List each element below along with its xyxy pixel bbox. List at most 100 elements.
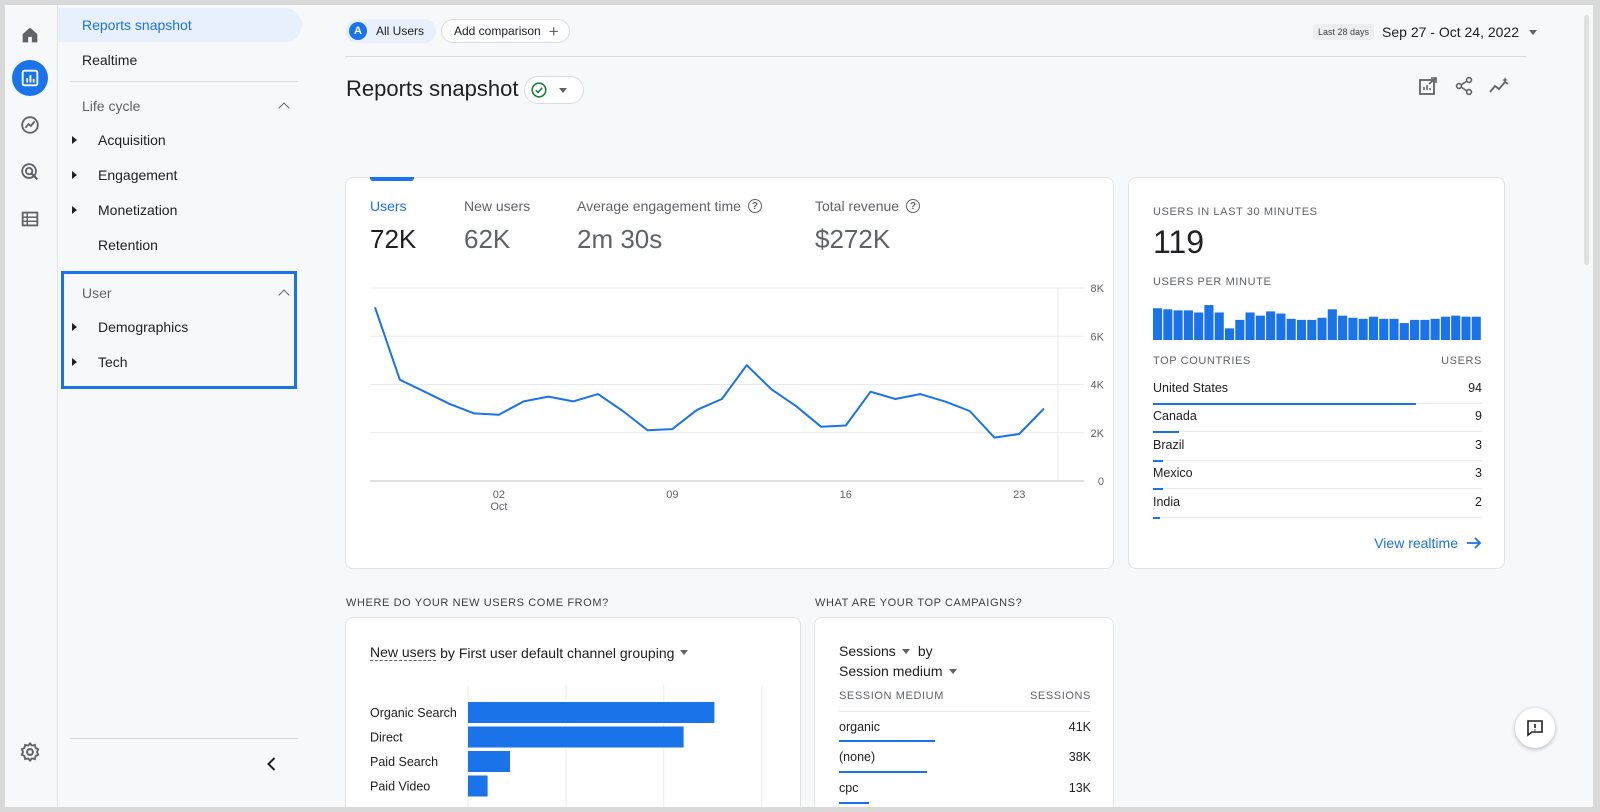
nav-realtime[interactable]: Realtime (82, 52, 138, 68)
nav-acquisition[interactable]: Acquisition (58, 123, 166, 157)
selected-metric-indicator (370, 177, 414, 181)
nav-monetization[interactable]: Monetization (58, 193, 177, 227)
country-name: United States (1153, 381, 1229, 395)
nav-group-lifecycle-label: Life cycle (82, 98, 141, 114)
realtime-users-label: USERS IN LAST 30 MINUTES (1153, 206, 1318, 218)
comparison-chip-all-users[interactable]: A All Users (345, 19, 437, 43)
campaign-metric-label: Sessions (839, 643, 896, 659)
chevron-down-icon (948, 668, 957, 674)
per-minute-bar (1420, 319, 1430, 340)
nav-demographics[interactable]: Demographics (58, 310, 188, 344)
metric-tab-total-revenue[interactable]: Total revenue? $272K (815, 198, 921, 255)
view-realtime-link[interactable]: View realtime (1374, 535, 1482, 551)
campaigns-card-title[interactable]: Sessions by (839, 643, 933, 659)
per-minute-bar (1451, 315, 1461, 340)
per-minute-bar (1307, 319, 1317, 340)
report-status-dropdown[interactable] (524, 76, 584, 104)
metric-value: 62K (464, 224, 511, 254)
metric-label: Average engagement time (577, 198, 741, 214)
configure-icon[interactable] (12, 201, 48, 237)
metric-tab-avg-engagement-time[interactable]: Average engagement time? 2m 30s (577, 198, 762, 255)
per-minute-bar (1286, 318, 1296, 340)
metric-tab-new-users[interactable]: New users 62K (464, 198, 530, 255)
expand-triangle-icon (72, 358, 77, 366)
per-minute-bar (1266, 311, 1276, 340)
country-users: 3 (1475, 466, 1482, 481)
per-minute-bar (1440, 316, 1450, 340)
country-name: Brazil (1153, 437, 1185, 452)
nav-engagement[interactable]: Engagement (58, 158, 177, 192)
per-minute-bar (1471, 316, 1481, 340)
nav-tech[interactable]: Tech (58, 345, 128, 379)
nav-group-user[interactable]: User (82, 278, 292, 308)
nav-item-label: Tech (98, 354, 128, 370)
add-comparison-button[interactable]: Add comparison + (441, 19, 570, 43)
overview-card: Users 72K New users 62K Average engageme… (345, 177, 1114, 569)
channel-card-title[interactable]: New users by First user default channel … (370, 644, 689, 661)
explore-icon[interactable] (12, 107, 48, 143)
country-share-bar (1153, 431, 1180, 434)
page-title: Reports snapshot (346, 76, 519, 101)
page-scrollbar[interactable] (1584, 15, 1589, 265)
session-medium-name: (none) (839, 750, 876, 764)
feedback-button[interactable] (1515, 708, 1555, 748)
nav-retention[interactable]: Retention (58, 228, 158, 262)
metric-value: 72K (370, 224, 417, 254)
x-tick-label: 02 (493, 489, 505, 501)
session-medium-column-label: SESSION MEDIUM (839, 690, 944, 702)
nav-item-label: Engagement (98, 167, 178, 183)
reports-icon[interactable] (12, 60, 48, 96)
help-icon[interactable]: ? (906, 199, 921, 213)
nav-group-lifecycle[interactable]: Life cycle (82, 91, 292, 121)
insights-icon[interactable] (1488, 75, 1510, 97)
per-minute-bar (1410, 319, 1420, 340)
session-share-bar (839, 802, 870, 804)
country-share-bar (1153, 403, 1417, 405)
campaign-row: organic 41K (839, 711, 1091, 742)
channel-bar (468, 726, 684, 748)
metric-value: $272K (815, 224, 891, 254)
channel-dimension-label: by First user default channel grouping (440, 644, 675, 661)
users-per-minute-label: USERS PER MINUTE (1153, 276, 1272, 288)
channel-bar (468, 751, 510, 772)
advertising-icon[interactable] (12, 154, 48, 190)
channel-label: Paid Video (370, 780, 430, 794)
session-count: 13K (1068, 781, 1091, 795)
date-range-picker[interactable]: Last 28 days Sep 27 - Oct 24, 2022 (1312, 24, 1537, 40)
customize-report-icon[interactable] (1417, 75, 1439, 97)
chevron-down-icon (901, 648, 910, 654)
top-campaigns-card: Sessions by Session medium SESSION MEDIU… (814, 617, 1114, 807)
new-users-section-label: WHERE DO YOUR NEW USERS COME FROM? (346, 597, 609, 609)
campaign-dimension-selector[interactable]: Session medium (839, 663, 957, 679)
date-range-text: Sep 27 - Oct 24, 2022 (1382, 24, 1519, 40)
nav-reports-snapshot[interactable]: Reports snapshot (58, 8, 302, 42)
collapse-nav-chevron-left-icon[interactable] (263, 755, 281, 773)
campaign-row: cpc 13K (839, 773, 1091, 804)
y-tick-label: 4K (1091, 380, 1105, 392)
country-row: India 2 (1153, 490, 1482, 519)
check-circle-icon (531, 82, 547, 98)
per-minute-bar (1461, 316, 1471, 340)
date-badge: Last 28 days (1312, 24, 1375, 40)
x-tick-sublabel: Oct (490, 501, 507, 513)
per-minute-bar (1430, 318, 1440, 340)
per-minute-bar (1348, 317, 1358, 340)
admin-gear-icon[interactable] (12, 734, 48, 770)
realtime-users-value: 119 (1153, 224, 1205, 260)
country-share-bar (1153, 516, 1160, 519)
nav-divider (70, 738, 298, 739)
metric-tab-users[interactable]: Users 72K (370, 198, 416, 255)
campaign-by-label: by (917, 643, 933, 659)
expand-triangle-icon (72, 136, 77, 144)
chevron-down-icon (680, 650, 689, 655)
realtime-card: USERS IN LAST 30 MINUTES 119 USERS PER M… (1128, 177, 1505, 569)
chevron-up-icon (278, 102, 290, 114)
country-row: Brazil 3 (1153, 433, 1482, 462)
home-icon[interactable] (12, 17, 48, 53)
help-icon[interactable]: ? (747, 199, 762, 213)
share-icon[interactable] (1453, 75, 1475, 97)
reports-nav: Reports snapshot Realtime Life cycle Acq… (58, 5, 310, 807)
per-minute-bar (1368, 316, 1378, 340)
per-minute-bar (1245, 312, 1255, 340)
